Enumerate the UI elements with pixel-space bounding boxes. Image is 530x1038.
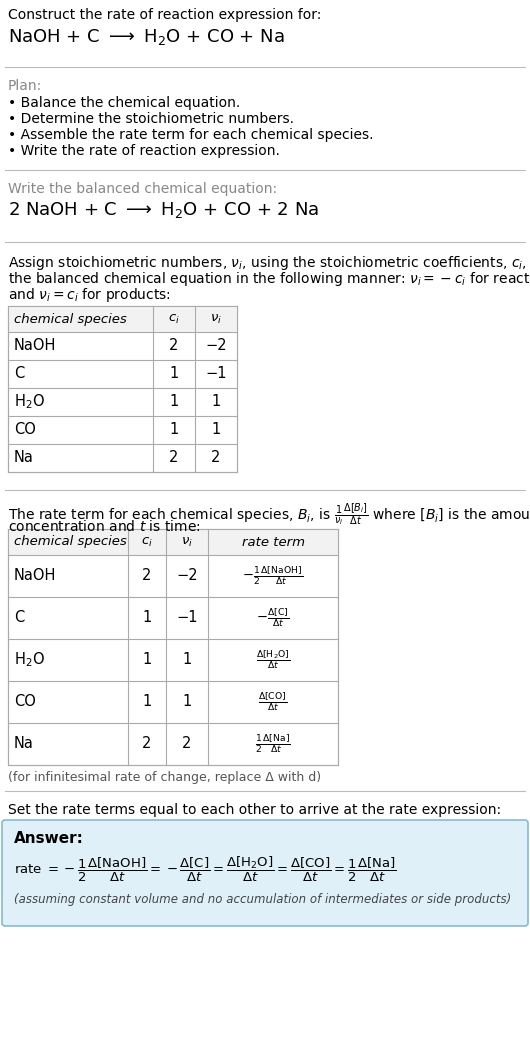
Text: • Assemble the rate term for each chemical species.: • Assemble the rate term for each chemic… xyxy=(8,128,374,142)
Text: −1: −1 xyxy=(176,610,198,626)
Bar xyxy=(8,306,237,332)
Text: H$_2$O: H$_2$O xyxy=(14,651,45,670)
Text: rate $= -\dfrac{1}{2}\dfrac{\Delta[\mathrm{NaOH}]}{\Delta t} = -\dfrac{\Delta[\m: rate $= -\dfrac{1}{2}\dfrac{\Delta[\math… xyxy=(14,855,397,884)
Text: C: C xyxy=(14,610,24,626)
Text: CO: CO xyxy=(14,694,36,710)
FancyBboxPatch shape xyxy=(2,820,528,926)
Text: chemical species: chemical species xyxy=(14,312,127,326)
Text: $\nu_i$: $\nu_i$ xyxy=(210,312,222,326)
Text: 2: 2 xyxy=(143,737,152,752)
Text: the balanced chemical equation in the following manner: $\nu_i = -c_i$ for react: the balanced chemical equation in the fo… xyxy=(8,270,530,288)
Text: $\nu_i$: $\nu_i$ xyxy=(181,536,193,548)
Text: $\frac{\Delta[\mathrm{H_2O}]}{\Delta t}$: $\frac{\Delta[\mathrm{H_2O}]}{\Delta t}$ xyxy=(256,649,290,672)
Bar xyxy=(8,306,237,472)
Text: NaOH: NaOH xyxy=(14,338,56,354)
Text: 1: 1 xyxy=(211,394,220,410)
Text: 1: 1 xyxy=(182,653,192,667)
Text: Assign stoichiometric numbers, $\nu_i$, using the stoichiometric coefficients, $: Assign stoichiometric numbers, $\nu_i$, … xyxy=(8,254,530,272)
Text: NaOH + C $\longrightarrow$ H$_2$O + CO + Na: NaOH + C $\longrightarrow$ H$_2$O + CO +… xyxy=(8,27,285,47)
Text: NaOH: NaOH xyxy=(14,569,56,583)
Text: 1: 1 xyxy=(170,366,179,382)
Text: 1: 1 xyxy=(143,653,152,667)
Text: 2: 2 xyxy=(169,450,179,465)
Text: • Write the rate of reaction expression.: • Write the rate of reaction expression. xyxy=(8,144,280,158)
Text: rate term: rate term xyxy=(242,536,305,548)
Text: 2: 2 xyxy=(143,569,152,583)
Text: 2: 2 xyxy=(182,737,192,752)
Text: • Balance the chemical equation.: • Balance the chemical equation. xyxy=(8,95,240,110)
Text: Answer:: Answer: xyxy=(14,831,84,846)
Text: (assuming constant volume and no accumulation of intermediates or side products): (assuming constant volume and no accumul… xyxy=(14,893,511,906)
Text: H$_2$O: H$_2$O xyxy=(14,392,45,411)
Bar xyxy=(8,529,338,555)
Text: −1: −1 xyxy=(205,366,227,382)
Text: 2 NaOH + C $\longrightarrow$ H$_2$O + CO + 2 Na: 2 NaOH + C $\longrightarrow$ H$_2$O + CO… xyxy=(8,200,319,220)
Text: $c_i$: $c_i$ xyxy=(141,536,153,548)
Text: $-\frac{1}{2}\frac{\Delta[\mathrm{NaOH}]}{\Delta t}$: $-\frac{1}{2}\frac{\Delta[\mathrm{NaOH}]… xyxy=(242,565,304,588)
Text: 1: 1 xyxy=(211,422,220,437)
Text: (for infinitesimal rate of change, replace Δ with d): (for infinitesimal rate of change, repla… xyxy=(8,771,321,784)
Text: The rate term for each chemical species, $B_i$, is $\frac{1}{\nu_i}\frac{\Delta[: The rate term for each chemical species,… xyxy=(8,502,530,528)
Text: concentration and $t$ is time:: concentration and $t$ is time: xyxy=(8,519,201,534)
Text: 1: 1 xyxy=(143,694,152,710)
Text: 2: 2 xyxy=(211,450,220,465)
Text: • Determine the stoichiometric numbers.: • Determine the stoichiometric numbers. xyxy=(8,112,294,126)
Text: 1: 1 xyxy=(170,394,179,410)
Text: 1: 1 xyxy=(170,422,179,437)
Text: $\frac{1}{2}\frac{\Delta[\mathrm{Na}]}{\Delta t}$: $\frac{1}{2}\frac{\Delta[\mathrm{Na}]}{\… xyxy=(255,733,291,755)
Text: $\frac{\Delta[\mathrm{CO}]}{\Delta t}$: $\frac{\Delta[\mathrm{CO}]}{\Delta t}$ xyxy=(258,691,288,713)
Text: $-\frac{\Delta[\mathrm{C}]}{\Delta t}$: $-\frac{\Delta[\mathrm{C}]}{\Delta t}$ xyxy=(257,607,289,629)
Text: Set the rate terms equal to each other to arrive at the rate expression:: Set the rate terms equal to each other t… xyxy=(8,803,501,817)
Text: Write the balanced chemical equation:: Write the balanced chemical equation: xyxy=(8,182,277,196)
Text: Na: Na xyxy=(14,737,34,752)
Text: −2: −2 xyxy=(176,569,198,583)
Text: $c_i$: $c_i$ xyxy=(168,312,180,326)
Text: Plan:: Plan: xyxy=(8,79,42,93)
Text: 1: 1 xyxy=(143,610,152,626)
Text: 1: 1 xyxy=(182,694,192,710)
Text: C: C xyxy=(14,366,24,382)
Text: Construct the rate of reaction expression for:: Construct the rate of reaction expressio… xyxy=(8,8,321,22)
Text: CO: CO xyxy=(14,422,36,437)
Text: Na: Na xyxy=(14,450,34,465)
Bar xyxy=(8,529,338,765)
Text: chemical species: chemical species xyxy=(14,536,127,548)
Text: and $\nu_i = c_i$ for products:: and $\nu_i = c_i$ for products: xyxy=(8,286,171,304)
Text: −2: −2 xyxy=(205,338,227,354)
Text: 2: 2 xyxy=(169,338,179,354)
